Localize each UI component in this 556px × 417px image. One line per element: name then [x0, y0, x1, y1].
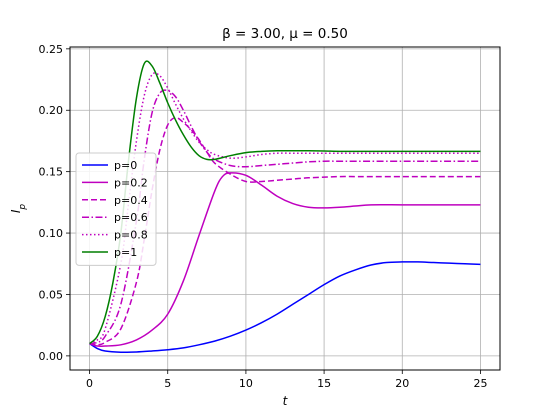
x-axis-label: t	[283, 394, 289, 408]
y-tick-label: 0.20	[39, 104, 64, 117]
x-tick-label: 5	[164, 377, 171, 390]
y-tick-label: 0.00	[39, 350, 64, 363]
y-tick-label: 0.10	[39, 227, 64, 240]
x-tick-label: 10	[239, 377, 253, 390]
series-line-p-0-2	[89, 172, 481, 348]
legend-box	[75, 152, 157, 266]
axis-ticks: 0 5 10 15 20 25 0.00 0.05 0.10 0.15 0.20 0.25	[39, 43, 488, 390]
x-tick-label: 0	[86, 377, 93, 390]
y-axis-label-main: I	[9, 209, 23, 213]
chart-title: β = 3.00, μ = 0.50	[222, 26, 348, 42]
legend-label: p=0.2	[114, 176, 148, 189]
x-tick-label: 15	[317, 377, 331, 390]
y-tick-label: 0.05	[39, 288, 64, 301]
legend-label: p=1	[114, 246, 137, 259]
legend-label: p=0	[114, 159, 137, 172]
y-axis-label-subscript: p	[18, 204, 28, 211]
legend: p=0 p=0.2 p=0.4 p=0.6 p=0.8 p=1	[75, 152, 157, 266]
legend-label: p=0.6	[114, 211, 148, 224]
y-axis-label: Ip	[9, 204, 28, 214]
y-tick-label: 0.25	[39, 43, 64, 56]
plot-frame	[69, 46, 501, 371]
legend-label: p=0.8	[114, 229, 148, 242]
legend-label: p=0.4	[114, 194, 148, 207]
y-tick-label: 0.15	[39, 166, 64, 179]
x-tick-label: 20	[395, 377, 409, 390]
series-line-p-0	[89, 261, 481, 354]
x-tick-label: 25	[473, 377, 487, 390]
